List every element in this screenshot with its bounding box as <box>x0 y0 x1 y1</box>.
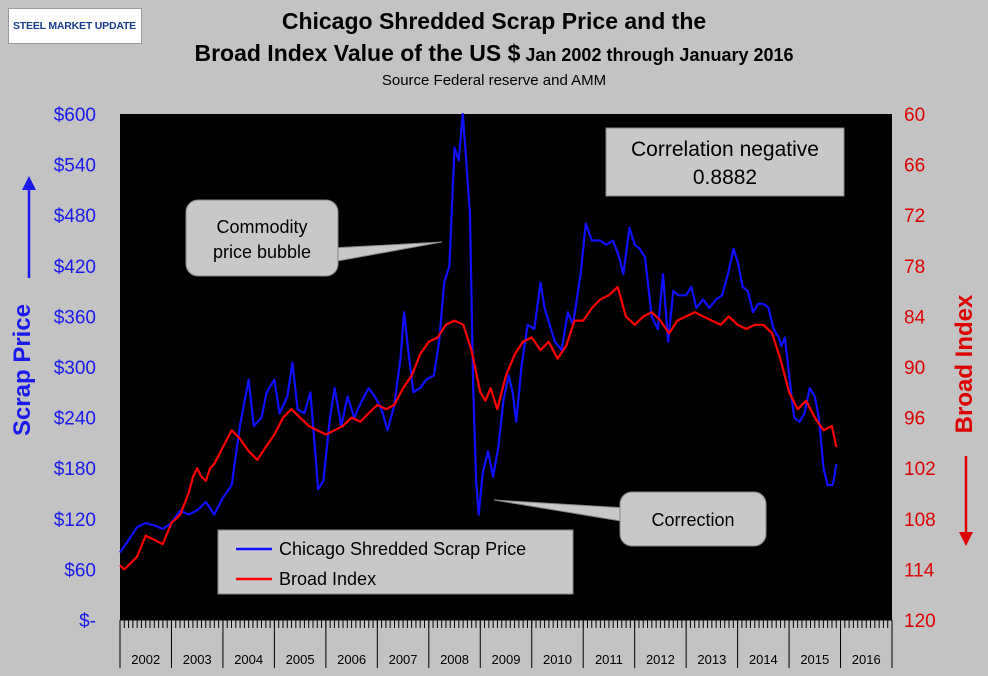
x-axis-year-label: 2012 <box>646 652 675 667</box>
x-axis-year-label: 2007 <box>389 652 418 667</box>
left-axis-tick-label: $300 <box>54 358 96 379</box>
legend-box <box>217 529 574 595</box>
x-axis-year-label: 2009 <box>492 652 521 667</box>
x-axis-year-label: 2008 <box>440 652 469 667</box>
x-axis-year-label: 2005 <box>286 652 315 667</box>
chart-title-line2: Broad Index Value of the US $ Jan 2002 t… <box>0 40 988 67</box>
x-axis-year-label: 2006 <box>337 652 366 667</box>
x-axis-year-label: 2002 <box>131 652 160 667</box>
commodity-callout-line2: price bubble <box>213 242 311 262</box>
correlation-text-line1: Correlation negative <box>631 138 819 161</box>
x-axis-year-label: 2013 <box>697 652 726 667</box>
x-axis-year-label: 2004 <box>234 652 263 667</box>
chart-subtitle: Source Federal reserve and AMM <box>381 72 607 89</box>
right-axis-arrow-head <box>959 532 973 546</box>
right-axis-tick-label: 66 <box>904 156 925 177</box>
right-axis-tick-label: 120 <box>904 611 936 632</box>
left-axis-tick-label: $180 <box>54 459 96 480</box>
x-axis-year-label: 2014 <box>749 652 778 667</box>
left-axis-tick-label: $360 <box>54 307 96 328</box>
x-axis-year-label: 2003 <box>183 652 212 667</box>
right-axis-tick-label: 102 <box>904 459 936 480</box>
x-axis-year-label: 2010 <box>543 652 572 667</box>
chart-title-line2-dates: Jan 2002 through January 2016 <box>520 45 794 65</box>
broad-index-line <box>119 285 838 571</box>
x-axis-year-label: 2015 <box>800 652 829 667</box>
left-axis-arrow-head <box>22 176 36 190</box>
left-axis-tick-label: $240 <box>54 409 96 430</box>
right-axis-tick-label: 78 <box>904 257 925 278</box>
legend-label-scrap-price: Chicago Shredded Scrap Price <box>279 539 526 559</box>
chart-title-line1: Chicago Shredded Scrap Price and the <box>281 8 707 34</box>
left-axis-tick-label: $- <box>79 611 96 632</box>
left-axis-tick-label: $60 <box>64 560 96 581</box>
right-axis-tick-label: 96 <box>904 409 925 430</box>
chart-title-line2-main: Broad Index Value of the US $ <box>194 40 521 66</box>
right-axis-tick-label: 84 <box>904 307 926 328</box>
right-axis-tick-label: 72 <box>904 206 925 227</box>
left-axis-tick-label: $600 <box>54 105 96 126</box>
left-axis-tick-label: $420 <box>54 257 96 278</box>
left-axis-tick-label: $540 <box>54 156 96 177</box>
left-axis-title: Scrap Price <box>9 304 36 436</box>
x-axis-year-label: 2016 <box>852 652 881 667</box>
correlation-text-line2: 0.8882 <box>693 166 757 189</box>
right-axis-tick-label: 90 <box>904 358 925 379</box>
x-axis-year-label: 2011 <box>595 652 623 667</box>
left-axis-tick-label: $480 <box>54 206 96 227</box>
steel-market-update-logo: STEEL MARKET UPDATE <box>8 8 142 44</box>
right-axis-tick-label: 114 <box>904 560 935 581</box>
right-axis-title: Broad Index <box>951 294 978 433</box>
scrap-price-line <box>119 112 838 554</box>
left-axis-tick-label: $120 <box>54 510 96 531</box>
correction-callout-box <box>619 491 767 547</box>
legend-label-broad-index: Broad Index <box>279 569 376 589</box>
correction-callout-text: Correction <box>651 510 734 530</box>
correlation-box <box>605 127 845 197</box>
right-axis-tick-label: 60 <box>904 105 925 126</box>
commodity-callout-line1: Commodity <box>216 217 307 237</box>
logo-text: STEEL MARKET UPDATE <box>13 20 136 32</box>
right-axis-tick-label: 108 <box>904 510 936 531</box>
commodity-callout-box <box>185 199 339 277</box>
